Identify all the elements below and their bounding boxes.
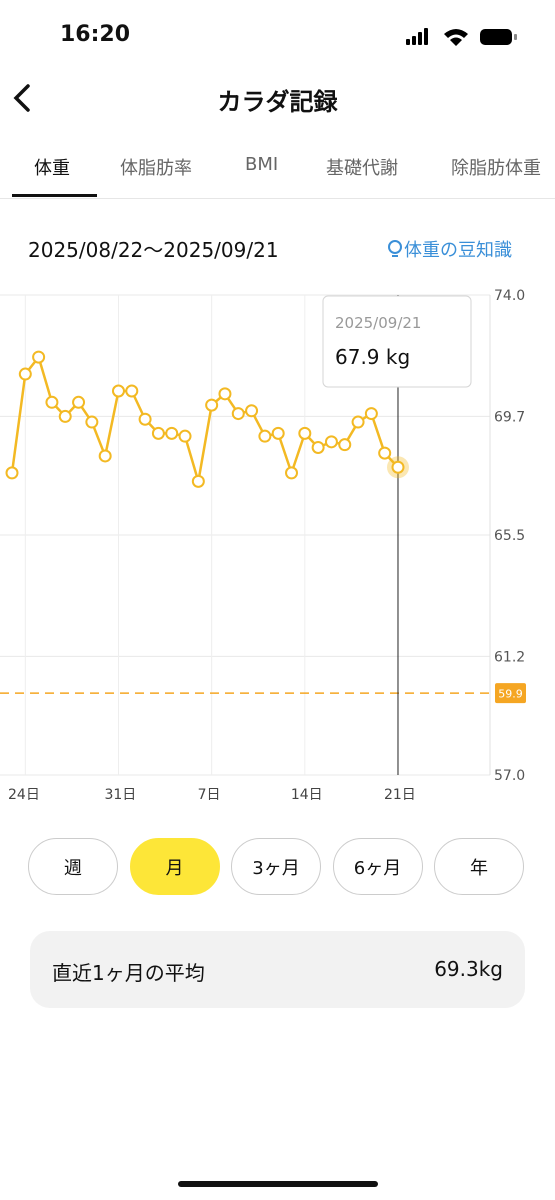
data-point: [271, 426, 285, 440]
tips-text: 体重の豆知識: [404, 240, 512, 261]
data-point: [351, 415, 365, 429]
data-point: [258, 429, 272, 443]
tooltip-date: 2025/09/21: [335, 314, 421, 332]
period-button[interactable]: 年: [434, 838, 524, 895]
data-point: [245, 404, 259, 418]
data-point: [324, 435, 338, 449]
tooltip-value: 67.9 kg: [335, 345, 410, 369]
data-point: [125, 384, 139, 398]
data-point: [364, 407, 378, 421]
x-tick-label: 31日: [104, 787, 136, 803]
data-point: [191, 474, 205, 488]
data-point: [298, 426, 312, 440]
tab[interactable]: 除脂肪体重: [451, 158, 541, 179]
tooltip-box: [322, 295, 472, 388]
y-tick-label: 61.2: [494, 649, 525, 665]
header-title: カラダ記録: [217, 88, 338, 116]
data-point: [32, 350, 46, 364]
data-point: [111, 384, 125, 398]
data-point: [391, 460, 405, 474]
data-point: [165, 426, 179, 440]
x-tick-label: 7日: [198, 787, 221, 803]
tab[interactable]: 基礎代謝: [326, 158, 398, 179]
tab[interactable]: BMI: [245, 154, 279, 175]
goal-badge: [495, 683, 526, 704]
data-point: [151, 426, 165, 440]
period-button[interactable]: 6ヶ月: [332, 838, 423, 895]
x-tick-label: 21日: [384, 787, 416, 803]
data-point: [205, 398, 219, 412]
data-point: [85, 415, 99, 429]
data-point: [178, 429, 192, 443]
data-point: [311, 440, 325, 454]
goal-label: 59.9: [498, 688, 523, 701]
back-button[interactable]: [10, 84, 34, 112]
status-time: 16:20: [60, 22, 131, 47]
data-point: [138, 412, 152, 426]
data-point: [45, 395, 59, 409]
y-tick-label: 74.0: [494, 288, 525, 304]
period-button[interactable]: 週: [28, 838, 118, 895]
period-button[interactable]: 3ヶ月: [231, 838, 321, 895]
y-tick-label: 69.7: [494, 409, 525, 425]
data-point: [58, 409, 72, 423]
home-indicator: [178, 1181, 378, 1187]
tab-bar: 体重 体脂肪率 BMI 基礎代謝 除脂肪体重: [0, 140, 555, 199]
y-tick-label: 57.0: [494, 768, 525, 784]
average-card: 直近1ヶ月の平均 69.3kg: [30, 931, 525, 1008]
status-icons: [406, 28, 517, 46]
data-point: [218, 387, 232, 401]
average-value: 69.3kg: [434, 957, 503, 981]
data-point: [5, 466, 19, 480]
average-label: 直近1ヶ月の平均: [52, 961, 205, 985]
date-range: 2025/08/22〜2025/09/21: [28, 238, 279, 262]
tab-underline: [12, 194, 97, 197]
data-point: [72, 395, 86, 409]
data-point: [231, 407, 245, 421]
tips-link[interactable]: 体重の豆知識: [386, 236, 512, 262]
bulb-icon: [388, 240, 402, 257]
data-point: [338, 438, 352, 452]
y-tick-label: 65.5: [494, 528, 525, 544]
x-tick-label: 14日: [291, 787, 323, 803]
data-point: [285, 466, 299, 480]
data-point: [98, 449, 112, 463]
data-point: [18, 367, 32, 381]
chart: 57.0 61.2 65.5 69.7 74.0 24日 31日 7日 14日 21日 59.9 20…: [0, 288, 526, 803]
tab[interactable]: 体脂肪率: [120, 158, 192, 179]
x-tick-label: 24日: [8, 787, 40, 803]
data-point: [378, 446, 392, 460]
period-button[interactable]: 月: [129, 838, 220, 895]
tooltip: 2025/09/21 67.9 kg: [322, 295, 472, 388]
tab[interactable]: 体重: [34, 158, 70, 179]
